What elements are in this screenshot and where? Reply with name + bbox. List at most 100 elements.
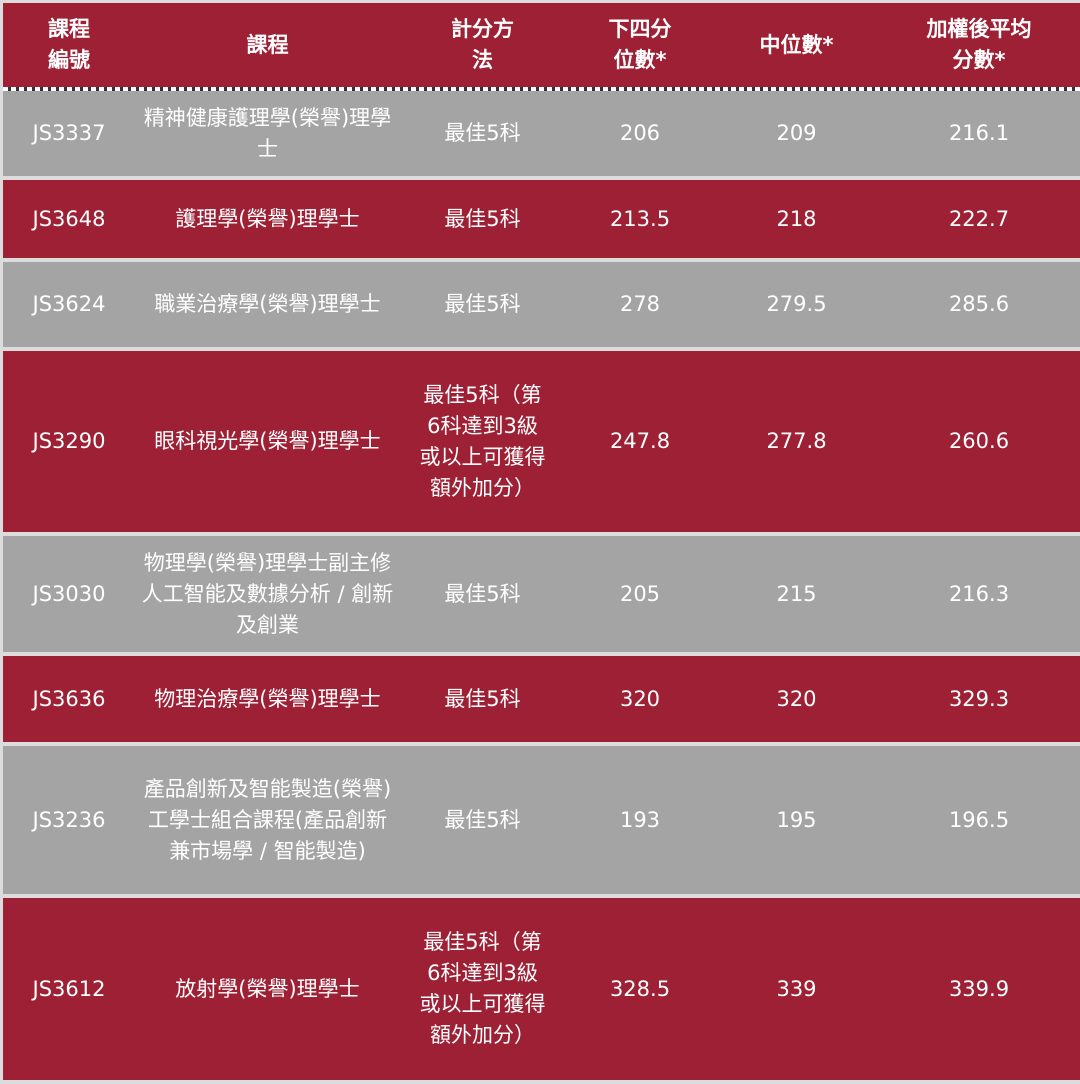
cell-mean: 329.3 xyxy=(878,656,1080,742)
cell-text: 205 xyxy=(619,581,661,606)
cell-text: 277.8 xyxy=(766,429,827,453)
cell-text: 最佳5科 xyxy=(444,581,521,606)
cell-code: JS3636 xyxy=(3,656,135,742)
table-row: JS3290 眼科視光學(榮譽)理學士 最佳5科（第6科達到3級或以上可獲得額外加分… xyxy=(3,351,1080,532)
cell-text: 206 xyxy=(619,121,661,145)
header-weighted-mean: 加權後平均 分數* xyxy=(926,17,1032,72)
cell-text: 最佳5科 xyxy=(444,206,521,231)
cell-course: 放射學(榮譽)理學士 xyxy=(135,898,400,1080)
header-lower-quartile: 下四分 位數* xyxy=(608,17,672,72)
cell-text: JS3612 xyxy=(32,976,106,1001)
table-row: JS3648 護理學(榮譽)理學士 最佳5科 213.5 218 222.7 xyxy=(3,180,1080,258)
cell-code: JS3612 xyxy=(3,898,135,1080)
cell-median: 215 xyxy=(715,536,878,652)
cell-lq: 278 xyxy=(565,262,715,347)
cell-text: 329.3 xyxy=(948,686,1010,711)
cell-text: 最佳5科（第6科達到3級或以上可獲得額外加分） xyxy=(419,382,546,500)
cell-text: JS3636 xyxy=(32,686,106,711)
cell-method: 最佳5科（第6科達到3級或以上可獲得額外加分） xyxy=(400,898,565,1080)
cell-text: 眼科視光學(榮譽)理學士 xyxy=(154,429,381,453)
cell-lq: 328.5 xyxy=(565,898,715,1080)
cell-lq: 213.5 xyxy=(565,180,715,258)
cell-lq: 205 xyxy=(565,536,715,652)
cell-mean: 260.6 xyxy=(878,351,1080,532)
cell-text: 物理學(榮譽)理學士副主修人工智能及數據分析 / 創新及創業 xyxy=(141,550,394,637)
cell-code: JS3236 xyxy=(3,746,135,894)
table-row: JS3030 物理學(榮譽)理學士副主修人工智能及數據分析 / 創新及創業 最佳5科… xyxy=(3,536,1080,652)
cell-text: 260.6 xyxy=(948,429,1010,453)
cell-median: 320 xyxy=(715,656,878,742)
cell-text: 物理治療學(榮譽)理學士 xyxy=(154,686,381,711)
cell-text: 196.5 xyxy=(948,807,1010,832)
cell-mean: 216.3 xyxy=(878,536,1080,652)
cell-method: 最佳5科 xyxy=(400,536,565,652)
header-code: 課程 編號 xyxy=(48,17,90,72)
cell-text: 285.6 xyxy=(948,292,1010,316)
cell-median: 339 xyxy=(715,898,878,1080)
table-row: JS3624 職業治療學(榮譽)理學士 最佳5科 278 279.5 285.6 xyxy=(3,262,1080,347)
cell-lq: 247.8 xyxy=(565,351,715,532)
cell-course: 職業治療學(榮譽)理學士 xyxy=(135,262,400,347)
cell-text: JS3624 xyxy=(32,292,106,316)
cell-text: 213.5 xyxy=(609,206,671,231)
cell-text: 195 xyxy=(776,807,817,832)
cell-code: JS3290 xyxy=(3,351,135,532)
cell-text: 339.9 xyxy=(948,976,1010,1001)
cell-mean: 339.9 xyxy=(878,898,1080,1080)
cell-mean: 196.5 xyxy=(878,746,1080,894)
cell-median: 218 xyxy=(715,180,878,258)
cell-code: JS3624 xyxy=(3,262,135,347)
cell-text: 320 xyxy=(776,686,817,711)
cell-text: 216.1 xyxy=(948,121,1010,145)
cell-median: 195 xyxy=(715,746,878,894)
cell-course: 物理學(榮譽)理學士副主修人工智能及數據分析 / 創新及創業 xyxy=(135,536,400,652)
header-course: 課程 xyxy=(246,32,289,57)
cell-code: JS3030 xyxy=(3,536,135,652)
table-row: JS3337 精神健康護理學(榮譽)理學士 最佳5科 206 209 216.1 xyxy=(3,91,1080,176)
cell-method: 最佳5科 xyxy=(400,262,565,347)
cell-code: JS3648 xyxy=(3,180,135,258)
table-header: 課程 編號 課程 計分方 法 下四分 位數* 中位數* 加權後平均 分數* xyxy=(3,3,1080,87)
table-row: JS3636 物理治療學(榮譽)理學士 最佳5科 320 320 329.3 xyxy=(3,656,1080,742)
cell-text: 320 xyxy=(619,686,661,711)
cell-lq: 193 xyxy=(565,746,715,894)
cell-method: 最佳5科 xyxy=(400,91,565,176)
cell-course: 護理學(榮譽)理學士 xyxy=(135,180,400,258)
table-row: JS3236 產品創新及智能製造(榮譽)工學士組合課程(產品創新兼市場學 / 智能… xyxy=(3,746,1080,894)
cell-method: 最佳5科（第6科達到3級或以上可獲得額外加分） xyxy=(400,351,565,532)
cell-text: 最佳5科 xyxy=(444,686,521,711)
cell-text: 218 xyxy=(776,206,817,231)
cell-mean: 285.6 xyxy=(878,262,1080,347)
cell-median: 279.5 xyxy=(715,262,878,347)
cell-text: 最佳5科 xyxy=(444,807,521,832)
cell-median: 277.8 xyxy=(715,351,878,532)
cell-text: 最佳5科 xyxy=(444,292,521,316)
cell-lq: 320 xyxy=(565,656,715,742)
cell-text: 328.5 xyxy=(609,976,671,1001)
cell-text: 278 xyxy=(619,292,661,316)
cell-text: JS3337 xyxy=(32,121,106,145)
cell-mean: 222.7 xyxy=(878,180,1080,258)
cell-course: 精神健康護理學(榮譽)理學士 xyxy=(135,91,400,176)
cell-text: 職業治療學(榮譽)理學士 xyxy=(154,292,381,316)
header-method: 計分方 法 xyxy=(451,17,514,72)
cell-text: 279.5 xyxy=(766,292,827,316)
cell-mean: 216.1 xyxy=(878,91,1080,176)
cell-text: 最佳5科 xyxy=(444,121,521,145)
cell-text: JS3290 xyxy=(32,429,106,453)
cell-text: 精神健康護理學(榮譽)理學士 xyxy=(143,105,392,161)
cell-method: 最佳5科 xyxy=(400,656,565,742)
cell-median: 209 xyxy=(715,91,878,176)
cell-text: 216.3 xyxy=(948,581,1010,606)
cell-text: 209 xyxy=(776,121,817,145)
cell-course: 產品創新及智能製造(榮譽)工學士組合課程(產品創新兼市場學 / 智能製造) xyxy=(135,746,400,894)
cell-text: 放射學(榮譽)理學士 xyxy=(175,976,360,1001)
table-row: JS3612 放射學(榮譽)理學士 最佳5科（第6科達到3級或以上可獲得額外加分） 3… xyxy=(3,898,1080,1080)
cell-course: 物理治療學(榮譽)理學士 xyxy=(135,656,400,742)
cell-text: 最佳5科（第6科達到3級或以上可獲得額外加分） xyxy=(419,930,546,1047)
admission-scores-table: 課程 編號 課程 計分方 法 下四分 位數* 中位數* 加權後平均 分數* JS… xyxy=(3,3,1080,1084)
cell-text: 215 xyxy=(776,581,817,606)
cell-text: 339 xyxy=(776,976,817,1001)
cell-course: 眼科視光學(榮譽)理學士 xyxy=(135,351,400,532)
cell-lq: 206 xyxy=(565,91,715,176)
